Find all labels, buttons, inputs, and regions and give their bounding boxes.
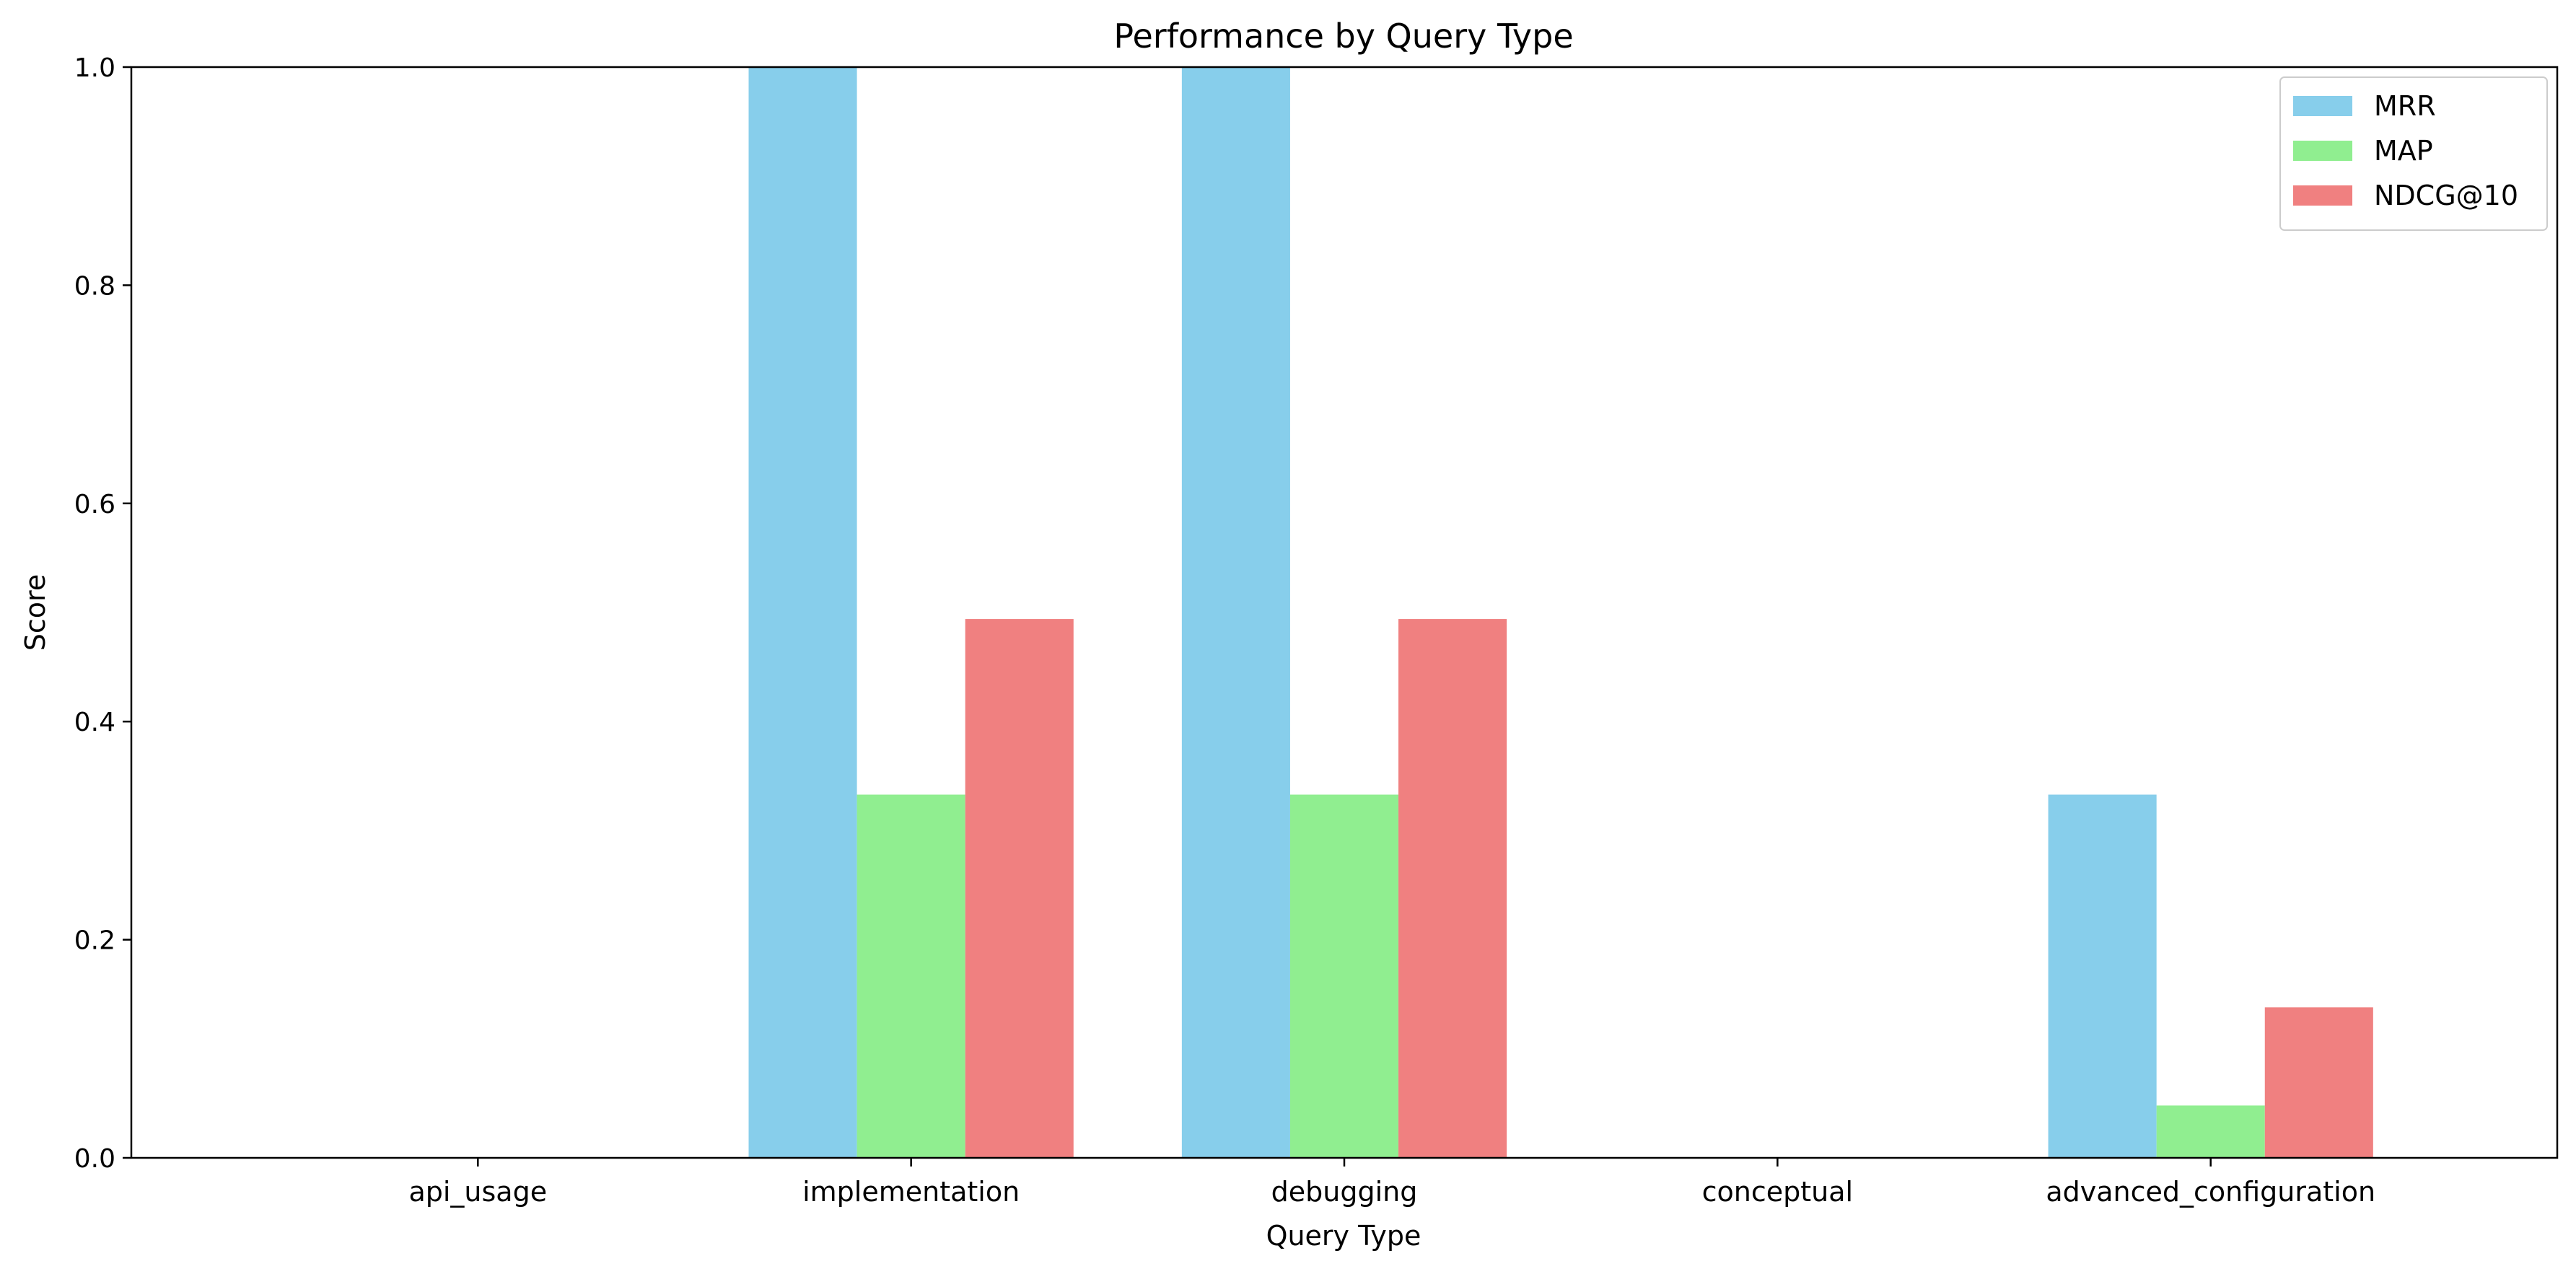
bars-layer <box>748 67 2373 1158</box>
x-tick-label: api_usage <box>408 1176 547 1208</box>
x-axis-label: Query Type <box>1266 1220 1421 1252</box>
legend-swatch <box>2293 96 2352 116</box>
bar-mrr-debugging <box>1181 67 1290 1158</box>
x-tick-label: conceptual <box>1702 1176 1853 1208</box>
y-tick-label: 0.0 <box>74 1144 115 1174</box>
x-tick-label: advanced_configuration <box>2046 1176 2375 1208</box>
legend: MRR MAP NDCG@10 <box>2279 76 2548 231</box>
bar-ndcg-10-implementation <box>965 619 1074 1158</box>
chart-title: Performance by Query Type <box>1113 17 1573 56</box>
x-tick-label: debugging <box>1271 1176 1418 1208</box>
bar-mrr-implementation <box>748 67 857 1158</box>
y-tick-label: 1.0 <box>74 53 115 83</box>
bar-map-advanced-configuration <box>2156 1105 2265 1158</box>
bar-map-implementation <box>857 794 965 1158</box>
y-axis: 0.0 0.2 0.4 0.6 0.8 1.0 <box>74 53 131 1174</box>
y-axis-label: Score <box>19 574 51 651</box>
y-tick-label: 0.8 <box>74 271 115 301</box>
y-tick-label: 0.6 <box>74 490 115 519</box>
plot-frame <box>130 66 2559 1159</box>
x-tick-label: implementation <box>802 1176 1020 1208</box>
legend-swatch <box>2293 141 2352 161</box>
y-tick-label: 0.4 <box>74 708 115 737</box>
bar-ndcg-10-advanced-configuration <box>2264 1007 2373 1158</box>
bar-mrr-advanced-configuration <box>2048 794 2157 1158</box>
bar-ndcg-10-debugging <box>1398 619 1507 1158</box>
legend-label: MAP <box>2374 135 2433 167</box>
legend-label: MRR <box>2374 90 2436 122</box>
legend-swatch <box>2293 185 2352 206</box>
x-axis: api_usage implementation debugging conceptu… <box>408 1158 2375 1208</box>
legend-label: NDCG@10 <box>2374 180 2518 211</box>
y-tick-label: 0.2 <box>74 926 115 956</box>
bar-map-debugging <box>1289 794 1399 1158</box>
